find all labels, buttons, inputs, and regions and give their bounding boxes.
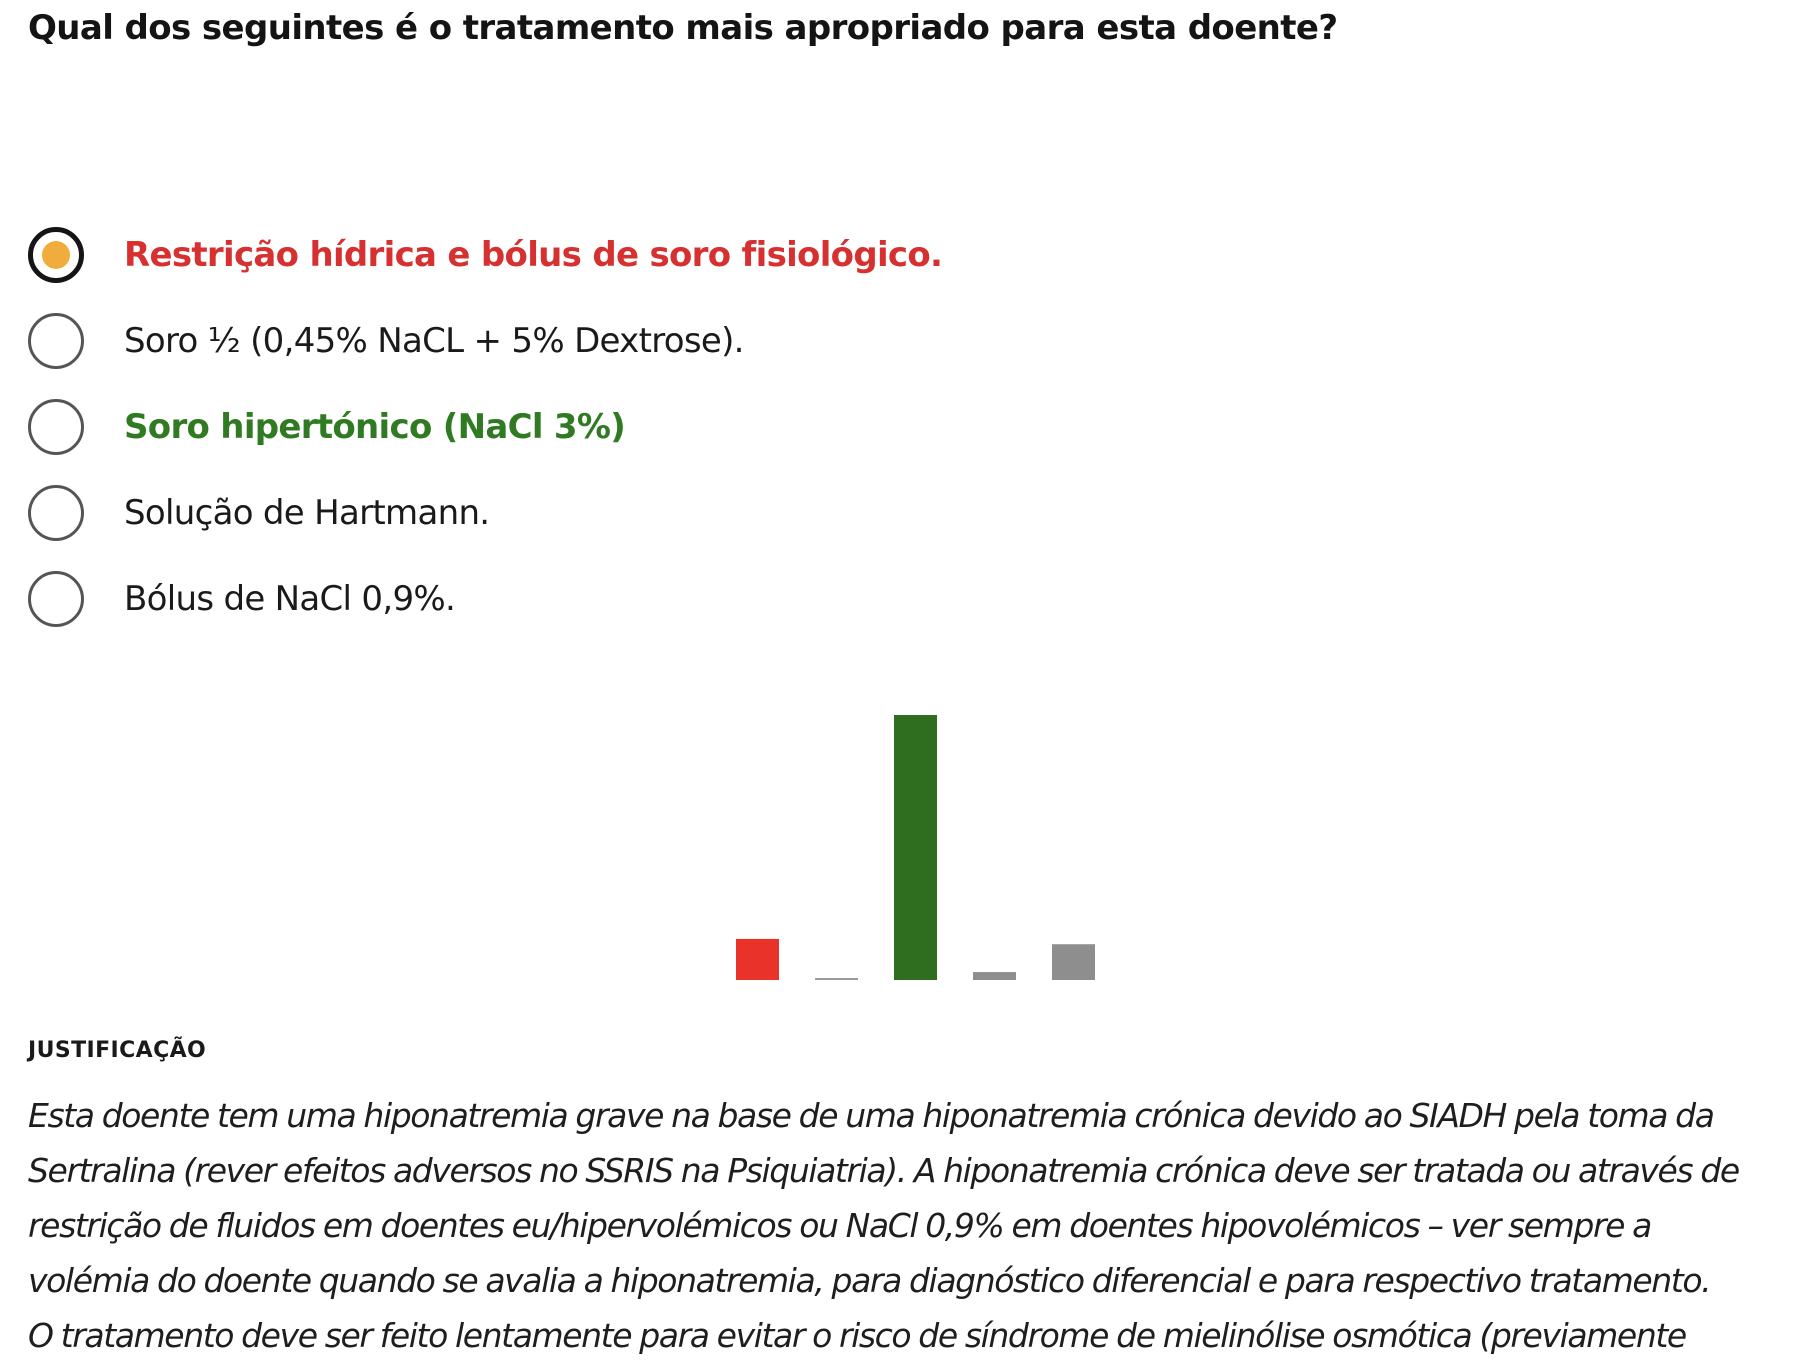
radio-button[interactable] [28,485,84,541]
chart-bar-1 [736,938,779,980]
radio-button-selected[interactable] [28,227,84,283]
chart-bar-2 [815,978,858,980]
answer-option-label: Bólus de NaCl 0,9%. [124,579,456,619]
justification-line: Sertralina (rever efeitos adversos no SS… [28,1151,1740,1190]
answer-option-5[interactable]: Bólus de NaCl 0,9%. [28,556,942,642]
answer-option-label: Solução de Hartmann. [124,493,490,533]
answer-options: Restrição hídrica e bólus de soro fisiol… [28,212,943,642]
justification-line: volémia do doente quando se avalia a hip… [28,1261,1712,1300]
answer-option-4[interactable]: Solução de Hartmann. [28,470,942,556]
radio-button[interactable] [28,399,84,455]
justification-line: restrição de fluidos em doentes eu/hiper… [28,1206,1652,1245]
justification-heading: JUSTIFICAÇÃO [28,1038,207,1063]
answer-option-label: Soro ½ (0,45% NaCL + 5% Dextrose). [124,321,744,361]
answer-distribution-chart [736,715,1095,980]
answer-option-label: Restrição hídrica e bólus de soro fisiol… [124,235,943,275]
justification-text: Esta doente tem uma hiponatremia grave n… [28,1088,1788,1363]
answer-option-3[interactable]: Soro hipertónico (NaCl 3%) [28,384,942,470]
answer-option-label: Soro hipertónico (NaCl 3%) [124,407,626,447]
justification-line: O tratamento deve ser feito lentamente p… [28,1316,1687,1355]
chart-bar-3 [894,715,937,980]
selected-dot-icon [42,241,70,269]
chart-bar-5 [1052,944,1095,980]
radio-button[interactable] [28,571,84,627]
question-text: Qual dos seguintes é o tratamento mais a… [28,8,1338,48]
answer-option-2[interactable]: Soro ½ (0,45% NaCL + 5% Dextrose). [28,298,942,384]
chart-bar-4 [973,972,1016,980]
justification-line: Esta doente tem uma hiponatremia grave n… [28,1096,1715,1135]
radio-button[interactable] [28,313,84,369]
answer-option-1[interactable]: Restrição hídrica e bólus de soro fisiol… [28,212,943,298]
